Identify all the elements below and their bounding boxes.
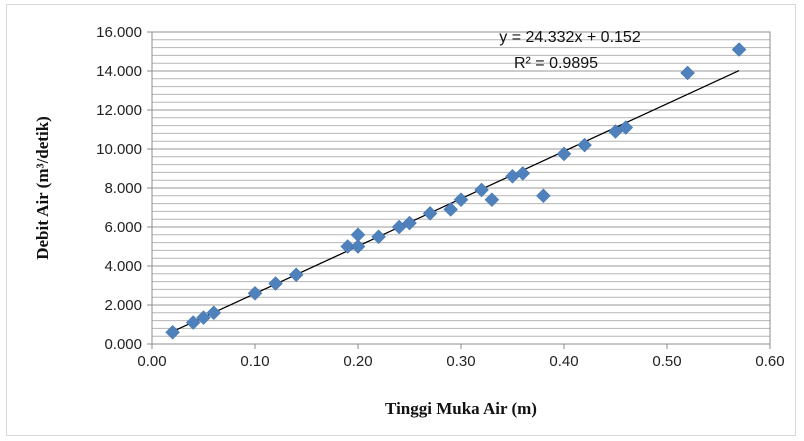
data-point bbox=[484, 192, 500, 208]
x-tick-label: 0.00 bbox=[137, 353, 166, 370]
x-tick-label: 0.60 bbox=[755, 353, 784, 370]
x-tick-label: 0.20 bbox=[343, 353, 372, 370]
x-tick-label: 0.50 bbox=[652, 353, 681, 370]
data-point bbox=[577, 137, 592, 153]
y-tick-label: 0.000 bbox=[104, 336, 142, 353]
y-tick-label: 14.000 bbox=[96, 63, 142, 80]
data-point bbox=[288, 267, 304, 283]
data-point bbox=[505, 168, 520, 184]
y-tick-label: 8.000 bbox=[104, 180, 142, 197]
r-squared-label: R² = 0.9895 bbox=[514, 55, 598, 72]
data-point bbox=[268, 276, 283, 291]
data-point bbox=[618, 120, 634, 135]
data-point bbox=[402, 215, 417, 231]
trendline-equation: y = 24.332x + 0.152 bbox=[499, 29, 641, 46]
data-point bbox=[422, 205, 438, 221]
y-axis-title: Debit Air (m³/detik) bbox=[33, 116, 52, 260]
data-point bbox=[247, 285, 263, 301]
x-tick-label: 0.10 bbox=[240, 353, 269, 370]
data-point bbox=[340, 239, 356, 254]
x-tick-label: 0.40 bbox=[549, 353, 578, 370]
y-tick-label: 16.000 bbox=[96, 24, 142, 41]
data-point bbox=[165, 324, 180, 340]
data-point bbox=[536, 188, 551, 204]
x-axis-title: Tinggi Muka Air (m) bbox=[385, 399, 537, 418]
data-point bbox=[680, 65, 695, 81]
data-point bbox=[556, 146, 572, 162]
grid-lines bbox=[152, 31, 770, 345]
data-point bbox=[371, 229, 386, 245]
tick-labels: 0.00 0.10 0.20 0.30 0.40 0.50 0.60 0.000 2.000 4.… bbox=[96, 24, 784, 370]
data-point bbox=[185, 315, 201, 330]
data-point bbox=[731, 42, 747, 57]
axes bbox=[147, 31, 771, 349]
chart-frame bbox=[6, 4, 796, 436]
data-point bbox=[515, 166, 531, 181]
y-tick-label: 6.000 bbox=[104, 219, 142, 236]
data-point bbox=[196, 310, 211, 326]
data-point bbox=[453, 192, 469, 208]
data-point bbox=[206, 305, 222, 321]
data-points bbox=[165, 42, 747, 340]
data-point bbox=[443, 202, 459, 217]
x-tick-label: 0.30 bbox=[446, 353, 475, 370]
data-point bbox=[350, 239, 366, 254]
y-tick-label: 4.000 bbox=[104, 258, 142, 275]
y-tick-label: 12.000 bbox=[96, 102, 142, 119]
y-tick-label: 2.000 bbox=[104, 297, 142, 314]
data-point bbox=[474, 182, 489, 198]
y-tick-label: 10.000 bbox=[96, 141, 142, 158]
